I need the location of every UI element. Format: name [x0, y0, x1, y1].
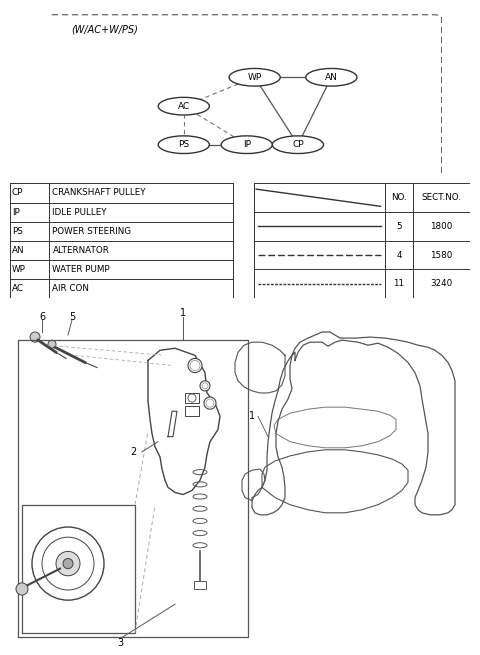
- Ellipse shape: [221, 136, 272, 153]
- Circle shape: [206, 399, 214, 407]
- Ellipse shape: [306, 69, 357, 86]
- Circle shape: [200, 381, 210, 391]
- Ellipse shape: [158, 136, 209, 153]
- Text: 3240: 3240: [431, 279, 453, 288]
- Circle shape: [204, 397, 216, 409]
- Circle shape: [56, 552, 80, 576]
- Ellipse shape: [272, 136, 324, 153]
- Text: AIR CON: AIR CON: [52, 284, 89, 293]
- Text: IP: IP: [243, 140, 251, 149]
- Bar: [185, 393, 199, 403]
- Text: AC: AC: [12, 284, 24, 293]
- Text: AN: AN: [12, 246, 24, 255]
- Text: 2: 2: [130, 447, 136, 457]
- Text: 5: 5: [396, 222, 402, 231]
- Bar: [185, 406, 199, 417]
- Ellipse shape: [158, 98, 209, 115]
- Text: CP: CP: [12, 189, 23, 197]
- Circle shape: [48, 340, 56, 348]
- Text: 1: 1: [249, 411, 255, 421]
- Text: SECT.NO.: SECT.NO.: [421, 193, 462, 202]
- Circle shape: [63, 559, 73, 569]
- Text: CRANKSHAFT PULLEY: CRANKSHAFT PULLEY: [52, 189, 146, 197]
- Circle shape: [190, 360, 200, 371]
- Circle shape: [188, 394, 196, 402]
- Circle shape: [32, 527, 104, 600]
- Circle shape: [202, 383, 208, 389]
- Text: IP: IP: [12, 208, 20, 217]
- Text: 4: 4: [396, 251, 402, 259]
- Text: 5: 5: [69, 312, 75, 322]
- Text: AC: AC: [178, 102, 190, 111]
- Circle shape: [188, 358, 202, 373]
- Text: 1: 1: [180, 308, 186, 318]
- Text: PS: PS: [12, 227, 23, 236]
- Text: POWER STEERING: POWER STEERING: [52, 227, 132, 236]
- Circle shape: [16, 583, 28, 595]
- Text: PS: PS: [178, 140, 189, 149]
- Text: CP: CP: [292, 140, 304, 149]
- Bar: [194, 581, 206, 589]
- Ellipse shape: [229, 69, 280, 86]
- Text: ALTERNATOR: ALTERNATOR: [52, 246, 109, 255]
- Circle shape: [30, 332, 40, 342]
- Text: 1580: 1580: [431, 251, 453, 259]
- Text: NO.: NO.: [391, 193, 407, 202]
- Text: 3: 3: [117, 638, 123, 648]
- Circle shape: [42, 537, 94, 590]
- Text: (W/AC+W/PS): (W/AC+W/PS): [72, 24, 139, 34]
- Text: AN: AN: [325, 73, 338, 82]
- Text: 11: 11: [394, 279, 405, 288]
- Text: 6: 6: [39, 312, 45, 322]
- Text: WATER PUMP: WATER PUMP: [52, 265, 110, 274]
- Text: WP: WP: [248, 73, 262, 82]
- Text: WP: WP: [12, 265, 26, 274]
- Text: 1800: 1800: [431, 222, 453, 231]
- Text: IDLE PULLEY: IDLE PULLEY: [52, 208, 107, 217]
